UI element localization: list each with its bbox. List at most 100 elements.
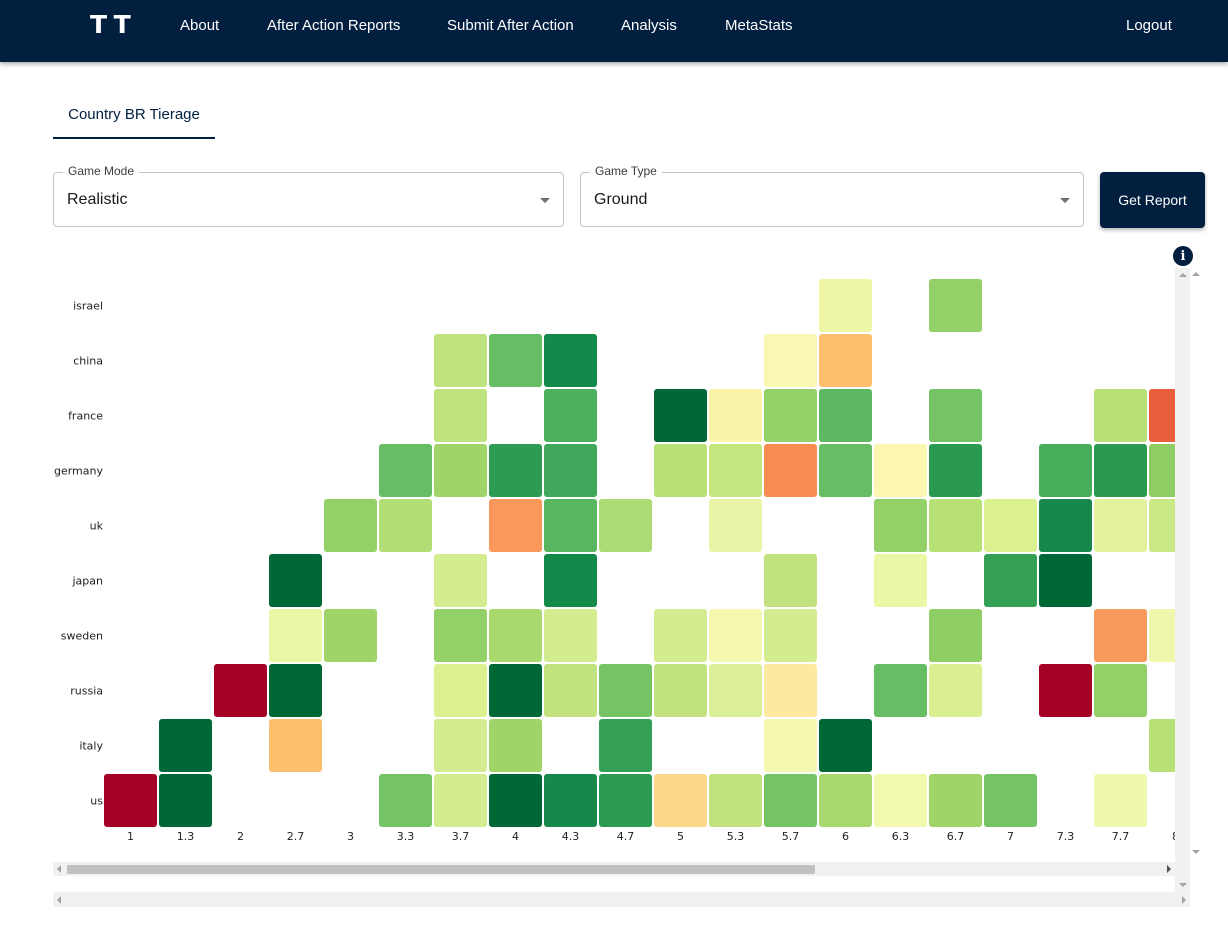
heatmap-cell-italy-4[interactable] bbox=[489, 719, 542, 772]
heatmap-cell-france-5.3[interactable] bbox=[709, 389, 762, 442]
heatmap-cell-us-3.3[interactable] bbox=[379, 774, 432, 827]
logout-link[interactable]: Logout bbox=[1126, 17, 1172, 34]
page-horizontal-scrollbar[interactable] bbox=[53, 892, 1190, 907]
heatmap-cell-sweden-3[interactable] bbox=[324, 609, 377, 662]
heatmap-cell-china-4.3[interactable] bbox=[544, 334, 597, 387]
heatmap-cell-russia-5[interactable] bbox=[654, 664, 707, 717]
heatmap-cell-germany-6[interactable] bbox=[819, 444, 872, 497]
nav-link-after-action-reports[interactable]: After Action Reports bbox=[267, 17, 401, 34]
nav-link-metastats[interactable]: MetaStats bbox=[725, 17, 793, 34]
heatmap-cell-germany-7.3[interactable] bbox=[1039, 444, 1092, 497]
heatmap-cell-germany-3.3[interactable] bbox=[379, 444, 432, 497]
heatmap-cell-germany-5[interactable] bbox=[654, 444, 707, 497]
heatmap-cell-italy-1.3[interactable] bbox=[159, 719, 212, 772]
heatmap-cell-sweden-5[interactable] bbox=[654, 609, 707, 662]
heatmap-cell-japan-7.3[interactable] bbox=[1039, 554, 1092, 607]
heatmap-cell-russia-5.7[interactable] bbox=[764, 664, 817, 717]
info-icon[interactable]: i bbox=[1173, 246, 1193, 266]
heatmap-cell-us-5[interactable] bbox=[654, 774, 707, 827]
heatmap-cell-us-7.7[interactable] bbox=[1094, 774, 1147, 827]
game-type-select[interactable]: Game Type Ground bbox=[580, 164, 1084, 227]
heatmap-cell-japan-6.3[interactable] bbox=[874, 554, 927, 607]
heatmap-cell-sweden-5.7[interactable] bbox=[764, 609, 817, 662]
scroll-right-icon[interactable] bbox=[1167, 865, 1171, 873]
scroll-up-icon[interactable] bbox=[1179, 273, 1187, 277]
nav-link-submit-after-action[interactable]: Submit After Action bbox=[447, 17, 574, 34]
heatmap-cell-uk-5.3[interactable] bbox=[709, 499, 762, 552]
heatmap-cell-germany-3.7[interactable] bbox=[434, 444, 487, 497]
heatmap-cell-italy-6[interactable] bbox=[819, 719, 872, 772]
heatmap-cell-france-5[interactable] bbox=[654, 389, 707, 442]
heatmap-cell-us-6.7[interactable] bbox=[929, 774, 982, 827]
heatmap-cell-uk-6.7[interactable] bbox=[929, 499, 982, 552]
heatmap-cell-russia-6.7[interactable] bbox=[929, 664, 982, 717]
heatmap-cell-israel-6.7[interactable] bbox=[929, 279, 982, 332]
heatmap-cell-russia-5.3[interactable] bbox=[709, 664, 762, 717]
heatmap-cell-uk-7.7[interactable] bbox=[1094, 499, 1147, 552]
heatmap-cell-france-3.7[interactable] bbox=[434, 389, 487, 442]
heatmap-cell-uk-8[interactable] bbox=[1149, 499, 1175, 552]
heatmap-cell-sweden-5.3[interactable] bbox=[709, 609, 762, 662]
heatmap-cell-china-6[interactable] bbox=[819, 334, 872, 387]
nav-link-analysis[interactable]: Analysis bbox=[621, 17, 677, 34]
chart-vertical-scrollbar[interactable] bbox=[1175, 268, 1190, 892]
scroll-right-icon[interactable] bbox=[1182, 896, 1186, 904]
heatmap-cell-italy-3.7[interactable] bbox=[434, 719, 487, 772]
heatmap-cell-us-6.3[interactable] bbox=[874, 774, 927, 827]
heatmap-cell-germany-4.3[interactable] bbox=[544, 444, 597, 497]
heatmap-cell-france-5.7[interactable] bbox=[764, 389, 817, 442]
nav-link-about[interactable]: About bbox=[180, 17, 220, 34]
heatmap-cell-us-7[interactable] bbox=[984, 774, 1037, 827]
heatmap-cell-italy-4.7[interactable] bbox=[599, 719, 652, 772]
heatmap-cell-sweden-7.7[interactable] bbox=[1094, 609, 1147, 662]
scroll-up-icon[interactable] bbox=[1192, 272, 1200, 276]
heatmap-cell-us-1.3[interactable] bbox=[159, 774, 212, 827]
heatmap-cell-us-4.3[interactable] bbox=[544, 774, 597, 827]
heatmap-cell-uk-3.3[interactable] bbox=[379, 499, 432, 552]
heatmap-cell-us-5.7[interactable] bbox=[764, 774, 817, 827]
heatmap-cell-us-5.3[interactable] bbox=[709, 774, 762, 827]
heatmap-cell-russia-7.3[interactable] bbox=[1039, 664, 1092, 717]
heatmap-cell-germany-6.7[interactable] bbox=[929, 444, 982, 497]
heatmap-cell-italy-8[interactable] bbox=[1149, 719, 1175, 772]
heatmap-cell-sweden-8[interactable] bbox=[1149, 609, 1175, 662]
scroll-down-icon[interactable] bbox=[1192, 850, 1200, 854]
heatmap-cell-uk-6.3[interactable] bbox=[874, 499, 927, 552]
heatmap-cell-sweden-4[interactable] bbox=[489, 609, 542, 662]
scroll-left-icon[interactable] bbox=[57, 865, 61, 873]
heatmap-cell-us-3.7[interactable] bbox=[434, 774, 487, 827]
heatmap-cell-japan-5.7[interactable] bbox=[764, 554, 817, 607]
heatmap-cell-germany-5.3[interactable] bbox=[709, 444, 762, 497]
heatmap-cell-uk-4[interactable] bbox=[489, 499, 542, 552]
chart-horizontal-scrollbar[interactable] bbox=[53, 862, 1175, 876]
get-report-button[interactable]: Get Report bbox=[1100, 172, 1205, 228]
heatmap-cell-sweden-3.7[interactable] bbox=[434, 609, 487, 662]
heatmap-cell-japan-7[interactable] bbox=[984, 554, 1037, 607]
heatmap-cell-us-1[interactable] bbox=[104, 774, 157, 827]
tab-country-br-tierage[interactable]: Country BR Tierage bbox=[68, 106, 200, 123]
game-mode-select[interactable]: Game Mode Realistic bbox=[53, 164, 564, 227]
heatmap-cell-israel-6[interactable] bbox=[819, 279, 872, 332]
heatmap-cell-germany-7.7[interactable] bbox=[1094, 444, 1147, 497]
heatmap-cell-france-6.7[interactable] bbox=[929, 389, 982, 442]
heatmap-cell-uk-4.3[interactable] bbox=[544, 499, 597, 552]
heatmap-cell-russia-4.3[interactable] bbox=[544, 664, 597, 717]
heatmap-cell-germany-8[interactable] bbox=[1149, 444, 1175, 497]
heatmap-cell-china-4[interactable] bbox=[489, 334, 542, 387]
heatmap-cell-japan-2.7[interactable] bbox=[269, 554, 322, 607]
heatmap-cell-russia-6.3[interactable] bbox=[874, 664, 927, 717]
heatmap-cell-russia-4.7[interactable] bbox=[599, 664, 652, 717]
heatmap-cell-france-8[interactable] bbox=[1149, 389, 1175, 442]
heatmap-cell-russia-4[interactable] bbox=[489, 664, 542, 717]
heatmap-cell-germany-6.3[interactable] bbox=[874, 444, 927, 497]
heatmap-cell-us-4[interactable] bbox=[489, 774, 542, 827]
heatmap-cell-italy-2.7[interactable] bbox=[269, 719, 322, 772]
heatmap-cell-russia-2[interactable] bbox=[214, 664, 267, 717]
heatmap-cell-japan-3.7[interactable] bbox=[434, 554, 487, 607]
heatmap-cell-sweden-2.7[interactable] bbox=[269, 609, 322, 662]
heatmap-cell-china-3.7[interactable] bbox=[434, 334, 487, 387]
heatmap-cell-sweden-4.3[interactable] bbox=[544, 609, 597, 662]
heatmap-cell-china-5.7[interactable] bbox=[764, 334, 817, 387]
heatmap-cell-italy-5.7[interactable] bbox=[764, 719, 817, 772]
heatmap-cell-uk-4.7[interactable] bbox=[599, 499, 652, 552]
